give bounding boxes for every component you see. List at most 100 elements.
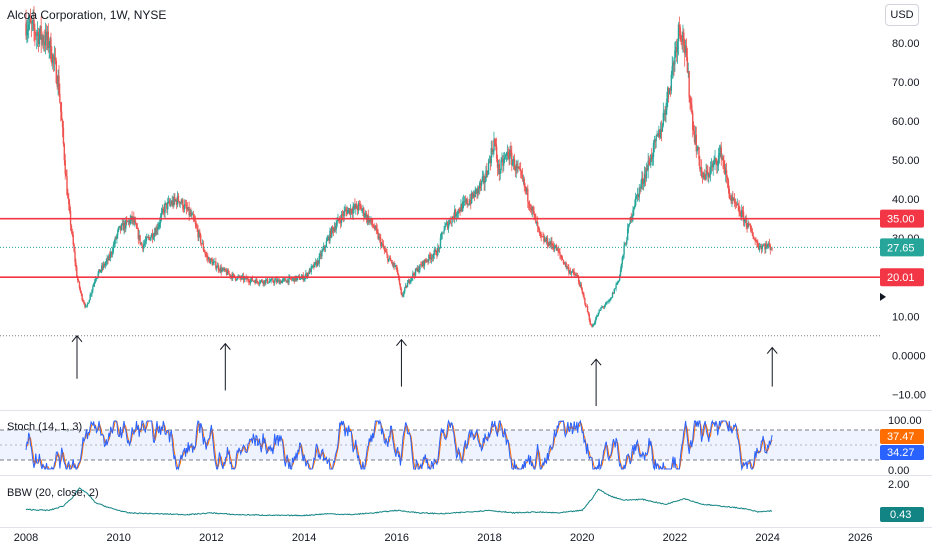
candle-body [119,225,122,230]
bbw-pane[interactable]: 2.000.000.43 [25,479,924,525]
candle-body [393,262,395,267]
candle-body [699,159,701,170]
candle-body [467,203,469,205]
candle-body [116,234,118,239]
candle-body [752,235,755,239]
candle-body [268,281,271,283]
candle-body [723,160,725,168]
candle-body [594,319,597,323]
candle-body [351,212,353,214]
candle-body [352,208,354,214]
price-tick-label: 50.00 [892,155,920,167]
candle-body [585,306,588,307]
candle-body [465,199,468,203]
candle-body [147,237,149,238]
candle-body [712,163,714,168]
candle-body [416,267,419,271]
candle-body [371,218,373,224]
last-price-tag [880,238,924,257]
candle-body [139,234,141,244]
candle-body [114,237,116,244]
candle-body [715,157,717,160]
candle-body [463,200,466,202]
candle-body [388,257,391,259]
candle-body [517,167,519,168]
candle-body [54,57,57,61]
candle-body [485,170,487,182]
candle-body [609,300,611,301]
candle-body [342,215,345,217]
candle-body [645,168,648,179]
candle-body [440,233,443,238]
candle-body [708,173,711,175]
level-price-tag [880,209,924,228]
candle-body [593,322,596,325]
stoch-pane[interactable]: 100.00 0.00 37.47 34.27 [0,415,932,477]
candle-body [183,204,186,210]
candle-body [286,279,288,283]
candle-body [560,254,562,257]
candle-body [610,297,612,301]
candle-body [142,244,145,249]
candle-body [372,225,375,228]
candle-body [519,169,522,172]
candle-body [278,279,280,284]
candle-body [737,204,739,206]
candle-body [625,243,627,245]
annotation-arrowhead [590,358,602,366]
candle-body [741,210,743,218]
candle-body [667,87,669,99]
candle-body [487,160,490,175]
candle-body [675,47,677,51]
candle-body [405,285,408,288]
candle-body [347,208,350,211]
candle-body [379,236,381,239]
price-pane[interactable]: 80.0070.0060.0050.0040.0030.0010.000.000… [0,6,932,411]
candle-body [35,34,38,36]
candle-body [461,204,463,211]
candle-body [282,278,285,280]
candle-body [208,258,211,264]
candle-body [101,265,104,268]
candle-body [405,285,407,288]
candle-body [428,254,430,261]
candle-body [384,249,386,252]
candle-body [38,34,41,45]
candle-body [290,277,292,279]
candle-body [664,112,666,115]
candle-body [256,279,258,282]
candle-body [137,228,140,240]
candle-body [570,271,573,274]
candle-body [409,281,411,283]
candle-body [368,219,370,223]
candle-body [527,189,529,202]
candle-body [213,261,215,263]
candle-body [257,281,259,284]
candle-body [29,18,32,23]
candle-body [331,226,334,229]
candle-body [459,211,461,212]
candle-body [72,234,74,245]
currency-button[interactable]: USD [885,4,919,26]
candle-body [582,292,584,295]
candle-body [489,159,492,163]
candle-body [587,311,590,315]
candle-body [126,220,128,221]
candle-body [762,245,764,247]
candle-body [457,209,460,214]
candle-body [197,229,199,238]
candle-body [525,186,527,192]
candle-body [725,170,728,178]
candle-body [400,288,402,295]
candle-body [25,23,27,36]
candle-body [592,324,594,328]
candle-body [531,206,533,211]
candle-body [161,208,164,213]
candle-body [692,112,694,130]
candle-body [399,283,402,289]
candle-body [469,200,471,205]
candle-body [322,249,324,252]
candle-body [676,41,679,53]
candle-body [651,154,653,160]
